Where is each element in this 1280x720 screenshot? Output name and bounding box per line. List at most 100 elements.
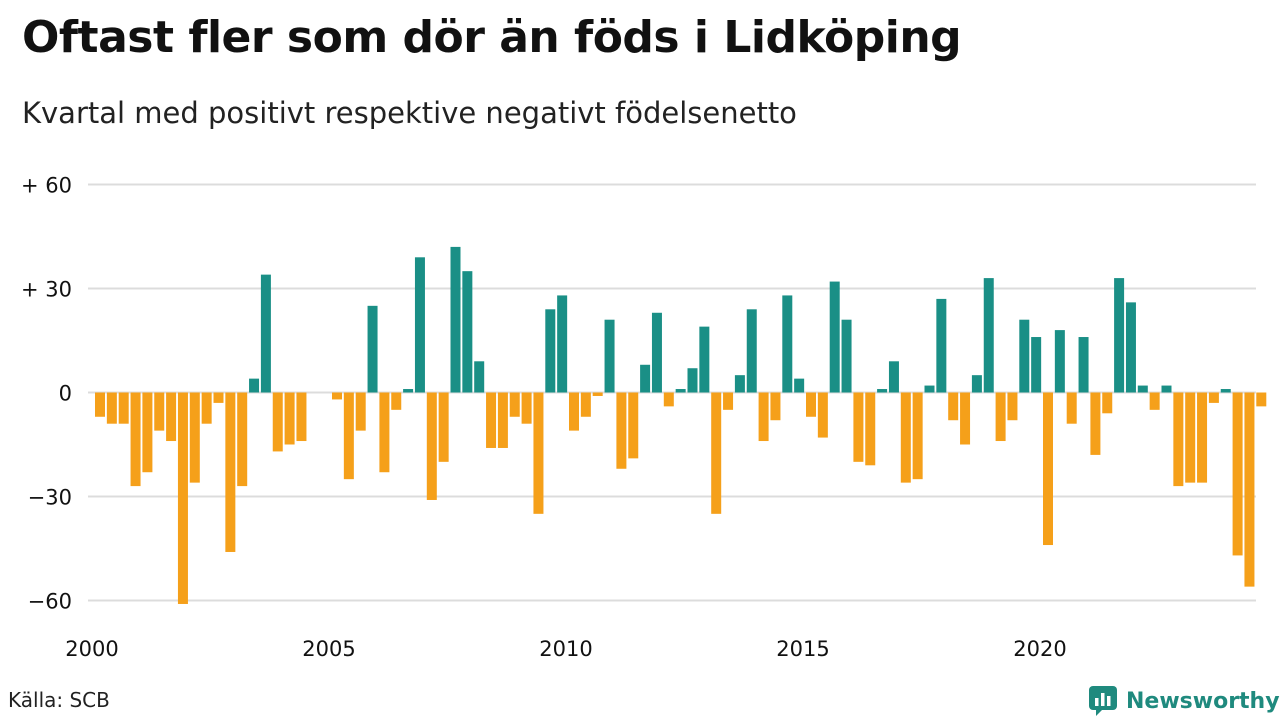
bar-negative (142, 392, 153, 473)
bar-negative (426, 392, 437, 500)
y-tick-label: −30 (28, 486, 72, 510)
bar-negative (592, 392, 603, 396)
y-tick-label: + 30 (21, 278, 72, 302)
bar-negative (663, 392, 674, 407)
bar-negative (1149, 392, 1160, 410)
bar-positive (1161, 385, 1172, 393)
bar-positive (829, 281, 840, 393)
bar-negative (379, 392, 390, 473)
bar-negative (580, 392, 591, 417)
bar-negative (533, 392, 544, 514)
bar-negative (118, 392, 129, 424)
bar-negative (355, 392, 366, 431)
bar-negative (1102, 392, 1113, 414)
bar-positive (841, 319, 852, 393)
bar-positive (877, 389, 888, 393)
bar-positive (367, 305, 378, 393)
bar-negative (1185, 392, 1196, 483)
brand-name: Newsworthy (1126, 688, 1280, 714)
bar-positive (734, 375, 745, 393)
bar-negative (865, 392, 876, 466)
source-note: Källa: SCB (8, 688, 110, 712)
bar-negative (1197, 392, 1208, 483)
bar-negative (343, 392, 354, 480)
bar-positive (557, 295, 568, 393)
bar-negative (213, 392, 224, 403)
bar-negative (509, 392, 520, 417)
bar-negative (1208, 392, 1219, 403)
bar-positive (545, 309, 556, 393)
bar-positive (403, 389, 414, 393)
bar-positive (260, 274, 271, 393)
x-tick-label: 2020 (1013, 637, 1066, 661)
bar-positive (450, 246, 461, 393)
bar-negative (628, 392, 639, 459)
bar-negative (853, 392, 864, 462)
y-axis-ticks: + 60 + 30 0 −30 −60 (21, 174, 72, 614)
bar-negative (1232, 392, 1243, 556)
brand-logo[interactable]: Newsworthy (1088, 684, 1280, 718)
bar-negative (95, 392, 105, 417)
bar-negative (106, 392, 117, 424)
bar-positive (794, 378, 805, 393)
bar-negative (201, 392, 212, 424)
bar-negative (130, 392, 141, 487)
y-tick-label: −60 (28, 590, 72, 614)
bar-negative (900, 392, 911, 483)
bar-negative (948, 392, 959, 421)
bar-positive (924, 385, 935, 393)
chart-title: Oftast fler som dör än föds i Lidköping (22, 12, 962, 63)
bar-negative (1244, 392, 1255, 587)
bar-negative (1256, 392, 1267, 407)
x-axis-ticks: 2000 2005 2010 2015 2020 (65, 637, 1066, 661)
bar-negative (1066, 392, 1077, 424)
bar-positive (604, 319, 615, 393)
bar-positive (1137, 385, 1148, 393)
bar-negative (1007, 392, 1018, 421)
bar-positive (1114, 278, 1125, 393)
bar-negative (817, 392, 828, 438)
y-tick-label: 0 (59, 382, 72, 406)
bar-negative (806, 392, 816, 417)
bar-positive (687, 368, 698, 393)
bar-negative (154, 392, 165, 431)
bar-positive (699, 326, 710, 393)
bar-positive (1031, 337, 1042, 393)
bar-negative (995, 392, 1006, 442)
bar-positive (474, 361, 485, 393)
y-tick-label: + 60 (21, 174, 72, 198)
x-tick-label: 2000 (65, 637, 118, 661)
bar-negative (497, 392, 508, 448)
bar-positive (249, 378, 260, 393)
bar-negative (711, 392, 722, 514)
bar-positive (414, 257, 425, 393)
bar-negative (272, 392, 283, 452)
bar-negative (1173, 392, 1184, 487)
bar-negative (616, 392, 627, 469)
bar-negative (166, 392, 177, 442)
bar-positive (640, 364, 651, 393)
bar-negative (177, 392, 188, 604)
bars (95, 246, 1267, 604)
bar-negative (569, 392, 579, 431)
bar-positive (1125, 302, 1136, 393)
bar-negative (521, 392, 532, 424)
bar-negative (486, 392, 497, 448)
bar-negative (960, 392, 971, 445)
bar-positive (782, 295, 793, 393)
bar-positive (675, 389, 686, 393)
bar-positive (1054, 330, 1065, 393)
bar-positive (1078, 337, 1089, 393)
bar-negative (225, 392, 236, 552)
x-tick-label: 2015 (776, 637, 829, 661)
bar-positive (1019, 319, 1030, 393)
bar-positive (936, 298, 947, 393)
x-tick-label: 2005 (302, 637, 355, 661)
bar-negative (758, 392, 769, 442)
bar-positive (1220, 389, 1231, 393)
bar-negative (332, 392, 342, 400)
x-tick-label: 2010 (539, 637, 592, 661)
bar-negative (296, 392, 307, 442)
bar-positive (983, 278, 994, 393)
bar-chart: + 60 + 30 0 −30 −60 2000 2005 2010 2015 2020 (21, 174, 1267, 661)
